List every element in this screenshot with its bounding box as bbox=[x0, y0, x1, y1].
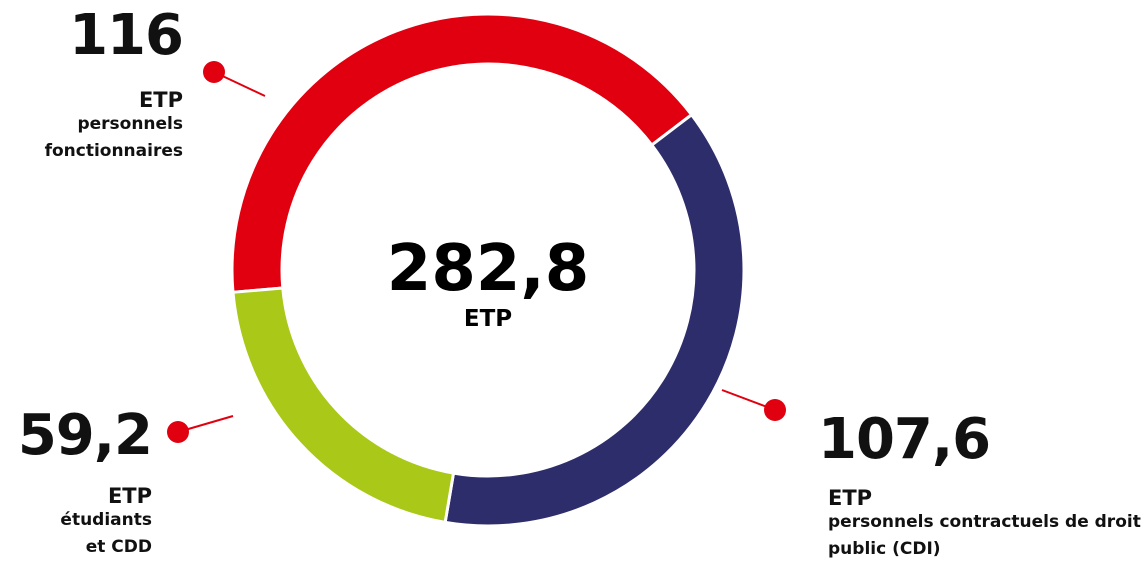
category-label: personnels contractuels de droit public … bbox=[828, 512, 1141, 560]
label-group: 59,2 ETP étudiants et CDD bbox=[17, 403, 153, 561]
unit-label: ETP bbox=[828, 486, 873, 510]
leader-dot bbox=[764, 399, 786, 421]
category-label: étudiants et CDD bbox=[60, 510, 152, 558]
total-unit: ETP bbox=[464, 306, 512, 332]
total-value: 282,8 bbox=[387, 232, 589, 306]
donut bbox=[230, 12, 746, 528]
label-group: 116 ETP personnels fonctionnaires bbox=[0, 3, 184, 165]
leader-dot bbox=[203, 61, 225, 83]
donut-segment bbox=[230, 12, 694, 294]
unit-label: ETP bbox=[107, 484, 152, 508]
value-label: 59,2 bbox=[17, 403, 153, 468]
donut-segment bbox=[231, 286, 456, 525]
unit-label: ETP bbox=[138, 88, 183, 112]
category-label: personnels fonctionnaires bbox=[44, 114, 183, 162]
value-label: 107,6 bbox=[818, 407, 991, 472]
label-group: 107,6 ETP personnels contractuels de dro… bbox=[818, 412, 1145, 563]
value-label: 116 bbox=[69, 3, 184, 68]
leader-dot bbox=[167, 421, 189, 443]
